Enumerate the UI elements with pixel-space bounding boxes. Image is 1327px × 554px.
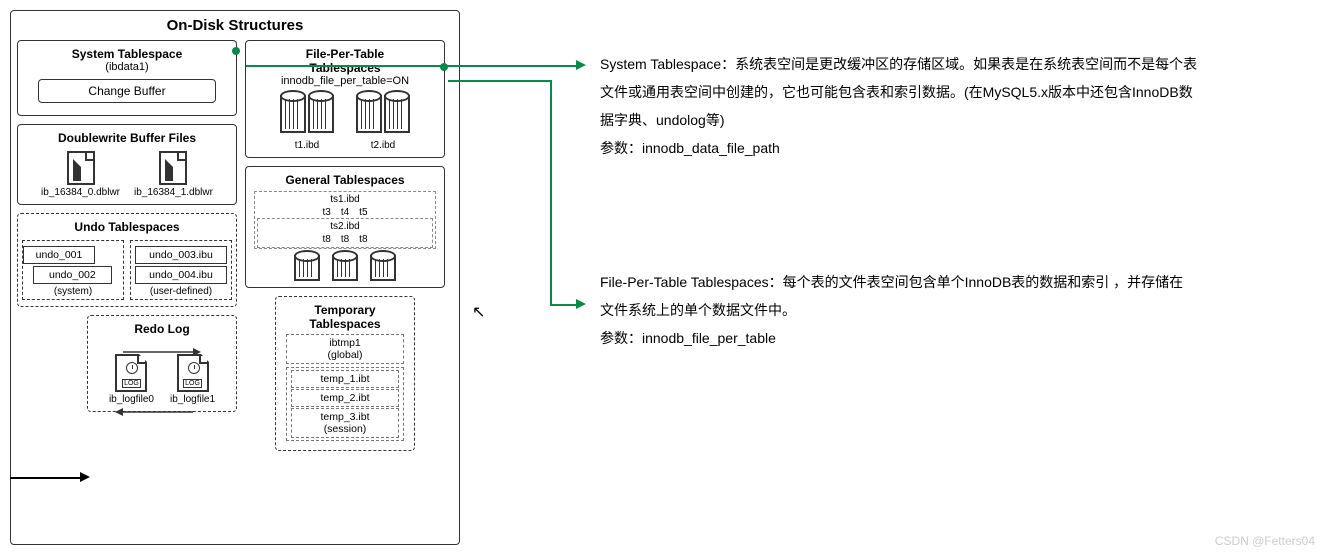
fpt-file: t1.ibd [279, 95, 335, 151]
change-buffer-box: Change Buffer [38, 79, 217, 103]
file-label: temp_1.ibt [291, 370, 399, 388]
desc-line: 文件系统上的单个数据文件中。 [600, 296, 1300, 324]
cylinder-icon [280, 95, 306, 133]
gts-group2: ts2.ibd t8 t8 t8 [257, 218, 433, 248]
file-label: temp_3.ibt [296, 411, 394, 423]
fpt-title2: Tablespaces [250, 61, 440, 75]
file-label: ts1.ibd [257, 194, 433, 205]
redo-input-line [10, 477, 82, 479]
connector-line [550, 304, 578, 306]
desc-line: File-Per-Table Tablespaces：每个表的文件表空间包含单个… [600, 268, 1300, 296]
file-label: ib_16384_1.dblwr [134, 187, 213, 198]
dblwr-file-item: ib_16384_1.dblwr [134, 151, 213, 198]
cursor-icon: ↖ [472, 302, 485, 322]
table-label: t5 [359, 207, 367, 218]
fpt-title: File-Per-Table [250, 47, 440, 61]
connector-dot-icon [232, 47, 240, 55]
file-icon [159, 151, 187, 185]
desc-line: 参数：innodb_data_file_path [600, 134, 1300, 162]
temp-title2: Tablespaces [280, 317, 410, 331]
general-tablespaces-box: General Tablespaces ts1.ibd t3 t4 t5 ts2… [245, 166, 445, 288]
temp-global: ibtmp1 (global) [286, 334, 404, 364]
arrow-right-icon [576, 299, 586, 309]
dblwr-file-item: ib_16384_0.dblwr [41, 151, 120, 198]
undo-file: undo_002 [33, 266, 112, 284]
undo-kind: (system) [25, 286, 121, 297]
table-label: t3 [322, 207, 330, 218]
table-label: t8 [341, 234, 349, 245]
watermark: CSDN @Fetters04 [1215, 534, 1315, 548]
desc-system-tablespace: System Tablespace：系统表空间是更改缓冲区的存储区域。如果表是在… [600, 50, 1300, 162]
connector-line [246, 65, 578, 67]
gts-title: General Tablespaces [250, 173, 440, 187]
connector-line [448, 80, 552, 82]
gts-group1: ts1.ibd t3 t4 t5 ts2.ibd t8 t8 t8 [254, 191, 436, 249]
cylinder-icon [332, 255, 358, 281]
temporary-tablespaces-box: Temporary Tablespaces ibtmp1 (global) te… [275, 296, 415, 451]
table-label: t8 [359, 234, 367, 245]
on-disk-structures-panel: On-Disk Structures System Tablespace (ib… [10, 10, 460, 545]
file-sub: (session) [296, 423, 394, 435]
desc-line: 参数：innodb_file_per_table [600, 324, 1300, 352]
file-label: ibtmp1 [291, 337, 399, 349]
system-ts-title: System Tablespace [22, 47, 232, 61]
system-tablespace-box: System Tablespace (ibdata1) Change Buffe… [17, 40, 237, 116]
arrow-right-icon [80, 472, 90, 482]
file-label: ts2.ibd [260, 221, 430, 232]
doublewrite-box: Doublewrite Buffer Files ib_16384_0.dblw… [17, 124, 237, 205]
file-label: ib_16384_0.dblwr [41, 187, 120, 198]
temp-session-last: temp_3.ibt (session) [291, 408, 399, 438]
fpt-param: innodb_file_per_table=ON [250, 75, 440, 87]
fpt-file: t2.ibd [355, 95, 411, 151]
table-label: t4 [341, 207, 349, 218]
cylinder-icon [308, 95, 334, 133]
cylinder-icon [384, 95, 410, 133]
system-ts-sub: (ibdata1) [22, 61, 232, 73]
file-icon [67, 151, 95, 185]
desc-line: System Tablespace：系统表空间是更改缓冲区的存储区域。如果表是在… [600, 50, 1300, 78]
table-label: t8 [322, 234, 330, 245]
cylinder-icon [294, 255, 320, 281]
undo-file: undo_003.ibu [135, 246, 227, 264]
undo-tablespaces-box: Undo Tablespaces undo_001 undo_002 (syst… [17, 213, 237, 307]
undo-kind: (user-defined) [133, 286, 229, 297]
desc-line: 文件或通用表空间中创建的，它也可能包含表和索引数据。(在MySQL5.x版本中还… [600, 78, 1300, 106]
temp-sessions: temp_1.ibt temp_2.ibt temp_3.ibt (sessio… [286, 367, 404, 441]
file-label: temp_2.ibt [291, 389, 399, 407]
temp-title1: Temporary [280, 303, 410, 317]
desc-line: 据字典、undolog等) [600, 106, 1300, 134]
dblwr-title: Doublewrite Buffer Files [22, 131, 232, 145]
cylinder-icon [370, 255, 396, 281]
arrow-right-icon [576, 60, 586, 70]
file-label: t2.ibd [355, 140, 411, 151]
redo-log-box: Redo Log LOG ib_logfile0 LOG ib_logfile1 [87, 315, 237, 412]
file-label: t1.ibd [279, 140, 335, 151]
connector-line [550, 80, 552, 306]
cylinder-icon [356, 95, 382, 133]
undo-title: Undo Tablespaces [22, 220, 232, 234]
undo-file: undo_004.ibu [135, 266, 227, 284]
undo-file: undo_001 [23, 246, 95, 264]
file-per-table-box: File-Per-Table Tablespaces innodb_file_p… [245, 40, 445, 158]
desc-file-per-table: File-Per-Table Tablespaces：每个表的文件表空间包含单个… [600, 268, 1300, 352]
file-sub: (global) [291, 349, 399, 361]
undo-user-group: undo_003.ibu undo_004.ibu (user-defined) [130, 240, 232, 300]
undo-system-group: undo_001 undo_002 (system) [22, 240, 124, 300]
cycle-arrow-icon [98, 334, 228, 424]
panel-title: On-Disk Structures [17, 17, 453, 34]
